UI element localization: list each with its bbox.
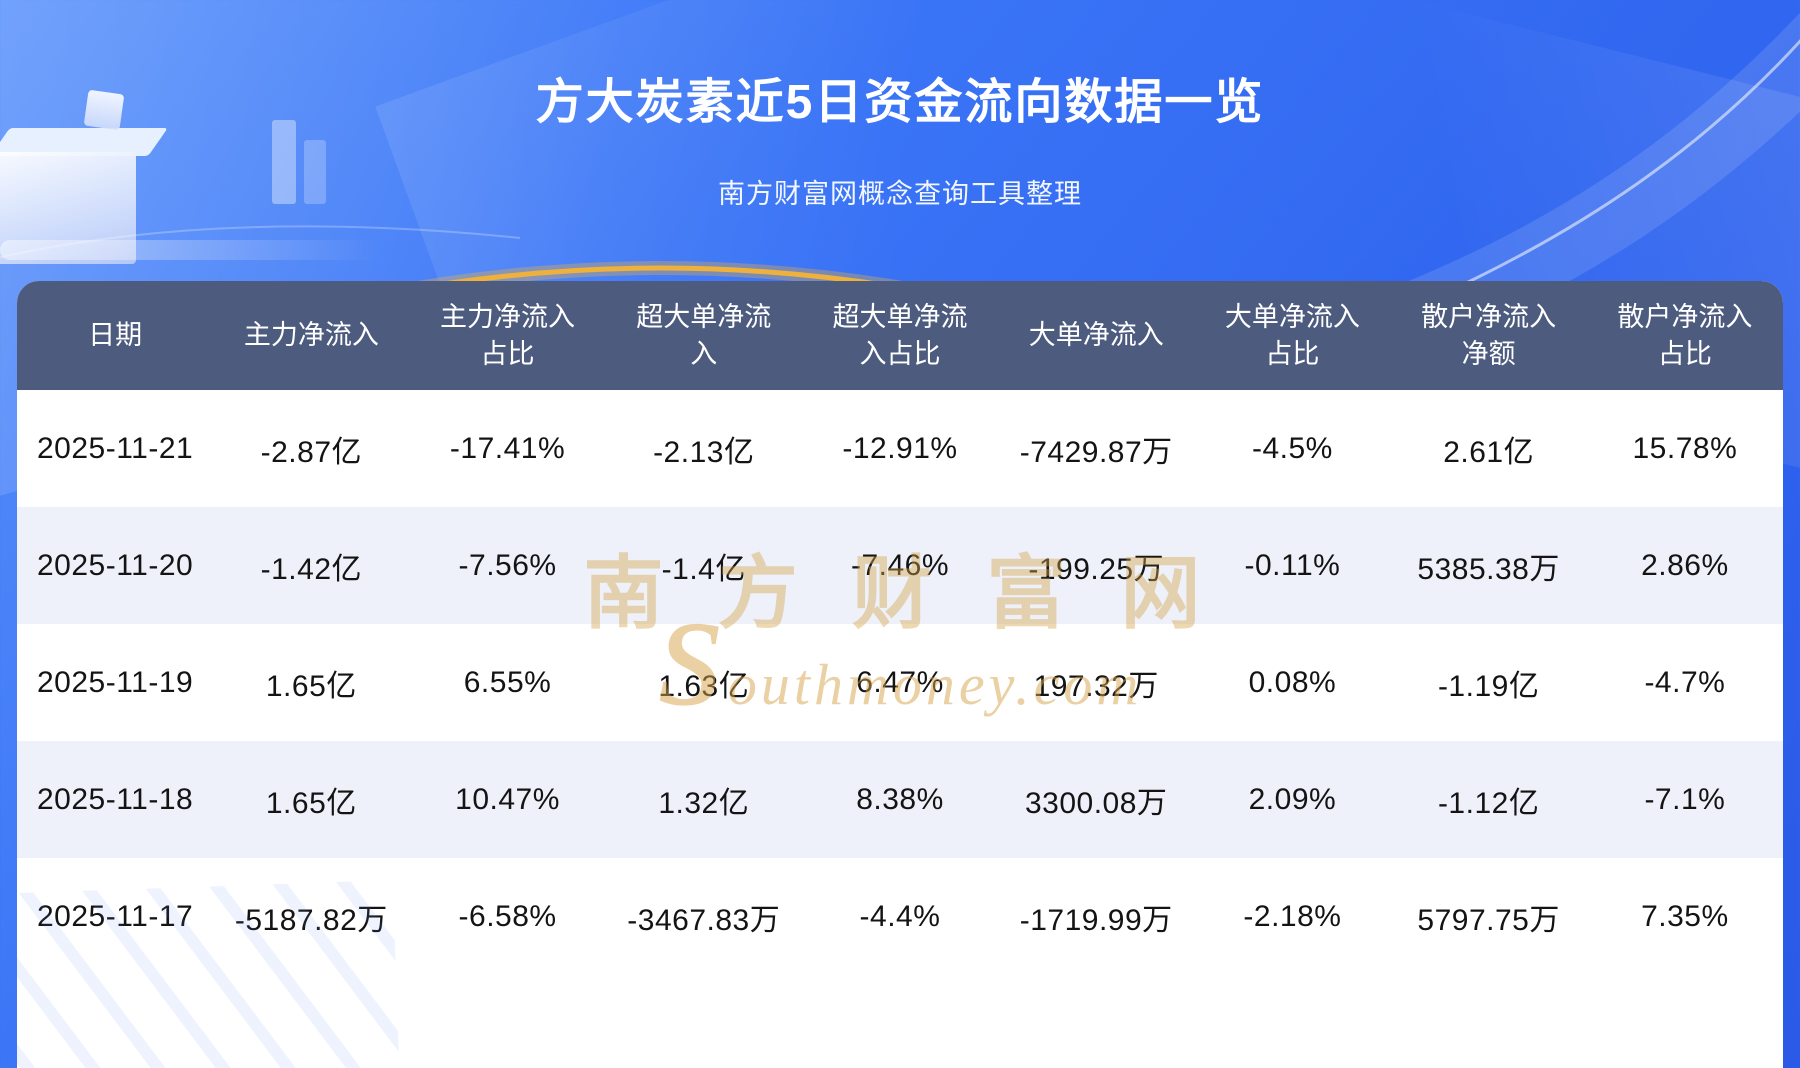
column-header: 散户净流入净额 [1421, 302, 1557, 369]
value-cell: -3467.83万 [627, 903, 781, 937]
table-row: 2025-11-20 -1.42亿 -7.56% -1.4亿 -7.46% -199.25… [17, 507, 1783, 624]
value-cell: 2.61亿 [1443, 435, 1535, 469]
column-header: 大单净流入占比 [1224, 302, 1360, 369]
column-header: 日期 [88, 320, 143, 351]
table-header-row: 日期 主力净流入 主力净流入占比 超大单净流入 超大单净流入占比 大单净流入 大单净流入占比… [17, 281, 1783, 390]
value-cell: -4.7% [1644, 665, 1726, 699]
decorative-cube [0, 152, 136, 264]
value-cell: -2.87亿 [260, 435, 363, 469]
column-header: 大单净流入 [1028, 320, 1164, 351]
page-subtitle: 南方财富网概念查询工具整理 [718, 179, 1082, 209]
column-header: 超大单净流入占比 [832, 302, 968, 369]
decorative-pillar [272, 120, 296, 204]
value-cell: 1.63亿 [658, 669, 750, 703]
value-cell: -199.25万 [1028, 552, 1165, 586]
column-header: 散户净流入占比 [1617, 302, 1753, 369]
date-cell: 2025-11-19 [36, 665, 194, 699]
value-cell: 2.09% [1248, 782, 1337, 816]
value-cell: -12.91% [842, 431, 958, 465]
decorative-pillar [304, 140, 326, 204]
value-cell: -1.12亿 [1437, 786, 1540, 820]
value-cell: 7.35% [1641, 899, 1729, 933]
data-card: 日期 主力净流入 主力净流入占比 超大单净流入 超大单净流入占比 大单净流入 大单净流入占比… [17, 281, 1783, 1068]
column-header: 超大单净流入 [636, 302, 772, 369]
date-cell: 2025-11-17 [36, 899, 194, 933]
value-cell: 6.55% [463, 665, 552, 699]
value-cell: -1719.99万 [1019, 903, 1173, 937]
value-cell: -4.4% [859, 899, 941, 933]
table-row: 2025-11-18 1.65亿 10.47% 1.32亿 8.38% 3300.08万 2… [17, 741, 1783, 858]
fund-flow-table: 日期 主力净流入 主力净流入占比 超大单净流入 超大单净流入占比 大单净流入 大单净流入占比… [17, 281, 1783, 975]
value-cell: -0.11% [1244, 548, 1341, 582]
value-cell: 5385.38万 [1417, 552, 1560, 586]
value-cell: 15.78% [1632, 431, 1738, 465]
value-cell: -1.42亿 [260, 552, 363, 586]
value-cell: 8.38% [856, 782, 944, 816]
value-cell: -4.5% [1251, 431, 1333, 465]
value-cell: -2.13亿 [653, 435, 755, 469]
date-cell: 2025-11-21 [36, 431, 194, 465]
column-header: 主力净流入占比 [440, 302, 576, 369]
table-row: 2025-11-17 -5187.82万 -6.58% -3467.83万 -4.4% -… [17, 858, 1783, 975]
value-cell: -5187.82万 [234, 903, 388, 937]
value-cell: 0.08% [1248, 665, 1337, 699]
value-cell: 2.86% [1641, 548, 1729, 582]
date-cell: 2025-11-20 [36, 548, 194, 582]
value-cell: 1.65亿 [265, 669, 357, 703]
value-cell: -7.56% [458, 548, 557, 582]
table-row: 2025-11-21 -2.87亿 -17.41% -2.13亿 -12.91% -742… [17, 390, 1783, 507]
date-cell: 2025-11-18 [36, 782, 194, 816]
page-title: 方大炭素近5日资金流向数据一览 [535, 76, 1265, 129]
value-cell: -7.46% [850, 548, 950, 582]
value-cell: -1.4亿 [661, 552, 746, 586]
value-cell: -2.18% [1243, 899, 1342, 933]
value-cell: -7.1% [1644, 782, 1726, 816]
value-cell: -7429.87万 [1019, 435, 1173, 469]
value-cell: 3300.08万 [1024, 786, 1168, 820]
column-header: 主力净流入 [243, 320, 379, 351]
value-cell: -17.41% [449, 431, 566, 465]
value-cell: 1.32亿 [658, 786, 750, 820]
value-cell: 1.65亿 [265, 786, 357, 820]
table-body: 2025-11-21 -2.87亿 -17.41% -2.13亿 -12.91% -742… [17, 390, 1783, 975]
decorative-platform [0, 240, 380, 260]
value-cell: -1.19亿 [1437, 669, 1540, 703]
table-header: 日期 主力净流入 主力净流入占比 超大单净流入 超大单净流入占比 大单净流入 大单净流入占比… [17, 281, 1783, 390]
value-cell: 6.47% [856, 665, 944, 699]
value-cell: -6.58% [458, 899, 557, 933]
value-cell: 10.47% [455, 782, 560, 816]
value-cell: 5797.75万 [1417, 903, 1560, 937]
table-row: 2025-11-19 1.65亿 6.55% 1.63亿 6.47% 197.32万 0.0… [17, 624, 1783, 741]
value-cell: 197.32万 [1033, 669, 1159, 703]
